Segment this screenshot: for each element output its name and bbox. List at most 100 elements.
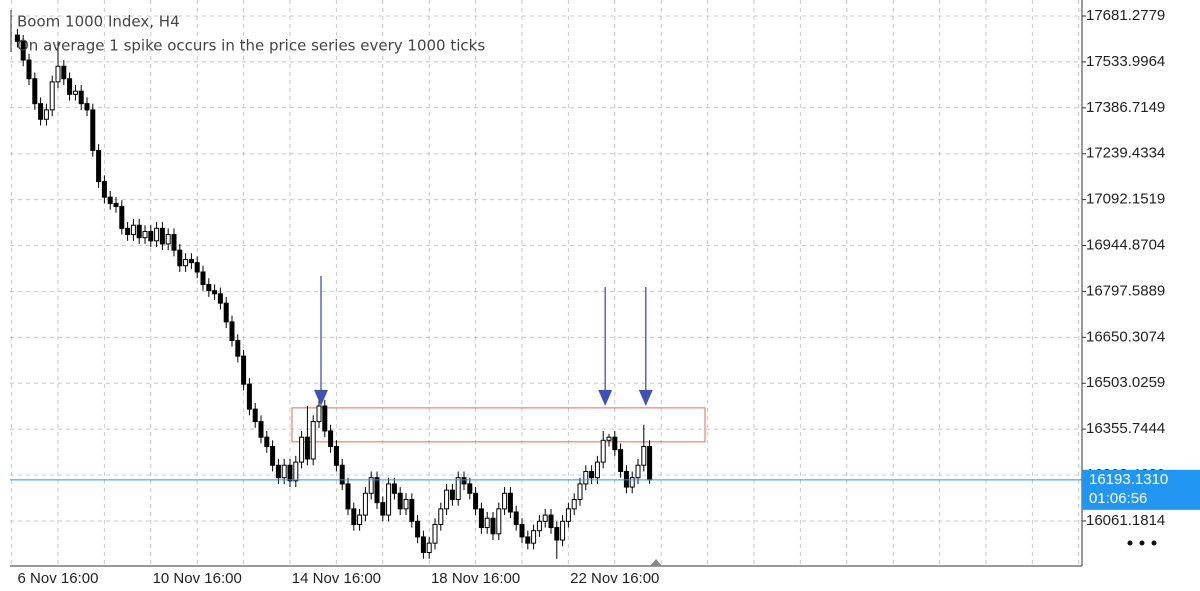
candle-body [32,78,38,105]
arrow-head [598,389,613,406]
candle-body [560,520,566,541]
candle-body [316,405,322,423]
candle-body [200,271,206,285]
candle-body [293,461,299,482]
y-tick-label: 16355.7444 [1086,420,1165,437]
candle-body [235,340,241,357]
candle-body [43,109,49,120]
candle-body [304,436,310,460]
candle-body [484,517,490,529]
candle-body [496,508,502,535]
candle-body [594,461,600,479]
candle-body [345,483,351,510]
candle-body [67,78,73,95]
chart-subtitle: On average 1 spike occurs in the price s… [17,37,485,55]
candle-body [629,477,635,488]
x-tick-label: 6 Nov 16:00 [18,570,99,587]
chart-title: Boom 1000 Index, H4 [17,13,180,31]
candle-body [577,483,583,501]
candle-body [84,103,90,111]
candle-body [362,492,368,516]
candle-body [606,436,612,441]
candle-body [647,446,653,481]
menu-dot[interactable] [1127,540,1133,546]
candle-body [55,65,61,83]
candle-body [351,508,357,525]
candle-body [246,383,252,410]
candle-body [513,511,519,525]
candle-body [136,224,142,239]
candle-body [519,523,525,538]
candle-body [600,439,606,463]
candle-body [241,355,247,385]
y-tick-label: 16650.3074 [1086,328,1165,345]
candle-body [119,206,125,229]
candle-body [536,520,542,532]
candle-body [322,405,328,432]
x-tick-label: 14 Nov 16:00 [292,570,381,587]
candle-body [415,520,421,538]
candle-body [455,477,461,501]
candle-body [217,293,223,304]
candle-body [90,109,96,151]
menu-dot[interactable] [1151,540,1157,546]
arrow-head [638,389,653,406]
candle-body [391,483,397,494]
candle-body [38,103,44,120]
marks-layer [10,28,1082,559]
candle-body [403,499,409,510]
candle-body [125,227,131,236]
candle-body [183,259,189,267]
candle-body [20,40,26,61]
candle-body [386,483,392,516]
candle-body [281,464,287,479]
more-menu[interactable] [1127,540,1157,546]
candle-body [438,508,444,525]
candle-body [507,492,513,513]
candle-body [420,536,426,554]
candle-body [449,489,455,501]
candle-body [148,230,154,242]
candle-body [113,202,119,208]
candle-body [357,514,363,525]
candle-body [206,283,212,292]
zone-rectangle [291,407,706,443]
candle-body [165,234,171,245]
x-tick-label: 18 Nov 16:00 [431,570,520,587]
candle-body [618,449,624,472]
candle-body [72,90,78,95]
candle-body [310,421,316,460]
candle-body [467,483,473,494]
candle-body [171,234,177,251]
candle-body [432,523,438,544]
candle-body [188,259,194,264]
arrow-head [314,389,328,406]
candle-body [565,508,571,522]
candle-body [14,34,20,42]
menu-dot[interactable] [1139,540,1145,546]
y-tick-label: 16797.5889 [1086,282,1165,299]
candle-body [426,542,432,554]
candle-body [641,446,647,466]
candle-body [554,527,560,541]
y-tick-label: 17681.2779 [1086,7,1165,24]
candle-body [154,227,160,242]
candle-body [444,489,450,510]
candle-body [159,227,165,245]
current-price-box [1082,469,1200,510]
y-tick-label: 17533.9964 [1086,53,1165,70]
candle-body [397,492,403,510]
candle-body [502,492,508,510]
candle-body [61,65,67,80]
candle-body [212,290,218,295]
current-price-label: 16193.1310 [1089,471,1168,488]
candle-body [264,436,270,448]
candle-body [328,430,334,448]
candle-body [78,90,84,105]
candle-body [258,421,264,438]
y-tick-label: 16503.0259 [1086,374,1165,391]
candle-body [130,224,136,236]
candle-body [525,536,531,544]
last-bar-marker [650,559,662,566]
